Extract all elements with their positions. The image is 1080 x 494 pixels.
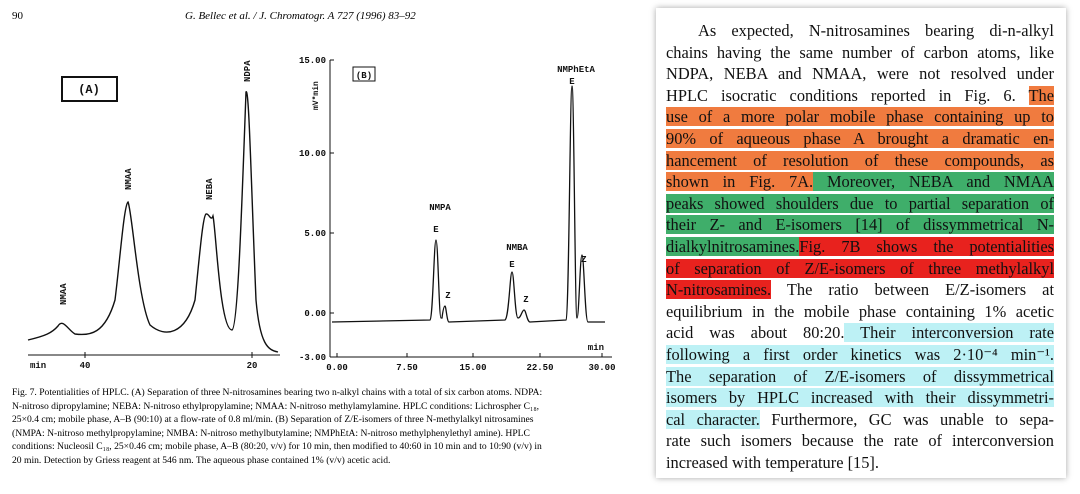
y-tick-label: 10.00 <box>299 149 326 159</box>
text-line: dialkylnitrosamines.Fig. 7B shows the po… <box>666 236 1054 258</box>
highlighted-text: Fig. 7B shows the potentialities <box>799 236 1054 256</box>
highlighted-text: use of a more polar mobile phase contain… <box>666 107 1054 127</box>
y-unit: mV*min <box>312 81 321 110</box>
isomer-label: Z <box>445 291 450 301</box>
peak-label: NDPA <box>243 60 253 82</box>
figure: (A) min 40 20 NMAA NMAA NEBA NDPA (B) mV… <box>27 56 616 373</box>
chromatogram-a <box>27 91 279 353</box>
text-line: acid was about 80:20. Their interconvers… <box>666 322 1054 344</box>
text-line: The separation of Z/E-isomers of dissymm… <box>666 366 1054 388</box>
text-line: rate such isomers because the rate of in… <box>666 430 1054 452</box>
axis-unit: min <box>30 361 46 371</box>
highlighted-text: The <box>1028 85 1054 105</box>
isomer-label: E <box>569 77 575 87</box>
x-tick-label: 0.00 <box>326 363 348 373</box>
x-tick-label: 22.50 <box>526 363 553 373</box>
text-segment: acid was about 80:20. <box>666 323 845 343</box>
text-line: 90% of aqueous phase A brought a dramati… <box>666 128 1054 150</box>
text-line: increased with temperature [15]. <box>666 452 1054 474</box>
isomer-label: E <box>433 225 439 235</box>
x-tick-label: 15.00 <box>459 363 486 373</box>
y-tick-label: 5.00 <box>304 229 326 239</box>
tick-label: 20 <box>247 361 258 371</box>
text-line: isomers by HPLC increased with their dis… <box>666 387 1054 409</box>
text-line: chains having the same number of carbon … <box>666 42 1054 64</box>
paper-page: 90 G. Bellec et al. / J. Chromatogr. A 7… <box>12 10 640 468</box>
highlighted-text: The separation of Z/E-isomers of dissymm… <box>666 366 1054 386</box>
highlighted-text: dialkylnitrosamines. <box>666 236 800 256</box>
highlighted-text: isomers by HPLC increased with their dis… <box>666 388 1054 408</box>
figure-label: (B) <box>356 71 372 81</box>
caption-line: N-nitroso dipropylamine; NEBA: N-nitroso… <box>12 400 540 412</box>
text-line: N-nitrosamines. The ratio between E/Z-is… <box>666 279 1054 301</box>
axis-unit: min <box>588 343 604 353</box>
x-tick-label: 7.50 <box>396 363 418 373</box>
isomer-label: E <box>509 260 515 270</box>
y-tick-label: 0.00 <box>304 309 326 319</box>
isomer-label: Z <box>581 255 586 265</box>
text-line: HPLC isocratic conditions reported in Fi… <box>666 85 1054 107</box>
peak-label: NMPhEtA <box>557 65 595 75</box>
highlighted-text: of separation of Z/E-isomers of three me… <box>666 258 1054 278</box>
citation: G. Bellec et al. / J. Chromatogr. A 727 … <box>185 10 416 22</box>
highlighted-text: Moreover, NEBA and NMAA <box>813 172 1054 192</box>
y-tick-label: 15.00 <box>299 56 326 66</box>
peak-label: NEBA <box>205 178 215 200</box>
highlighted-text: N-nitrosamines. <box>666 280 772 300</box>
highlighted-text: 90% of aqueous phase A brought a dramati… <box>666 128 1054 148</box>
caption-line: 25×0.4 cm; mobile phase, A–B (90:10) at … <box>12 414 534 426</box>
text-segment: equilibrium in the mobile phase containi… <box>666 301 1054 321</box>
page-number: 90 <box>12 10 23 22</box>
text-segment: As expected, N-nitrosamines bearing di-n… <box>698 21 1054 40</box>
chromatogram-b <box>331 85 605 323</box>
text-line: hancement of resolution of these compoun… <box>666 150 1054 172</box>
text-line: equilibrium in the mobile phase containi… <box>666 301 1054 323</box>
text-line: use of a more polar mobile phase contain… <box>666 106 1054 128</box>
highlighted-text: following a first order kinetics was 2·1… <box>666 344 1054 364</box>
text-line: NDPA, NEBA and NMAA, were not resolved u… <box>666 63 1054 85</box>
y-tick-label: -3.00 <box>299 353 326 363</box>
text-line: of separation of Z/E-isomers of three me… <box>666 258 1054 280</box>
text-segment: rate such isomers because the rate of in… <box>666 431 1054 451</box>
isomer-label: Z <box>523 295 528 305</box>
text-panel: As expected, N-nitrosamines bearing di-n… <box>656 8 1066 478</box>
text-segment: NDPA, NEBA and NMAA, were not resolved u… <box>666 64 1054 84</box>
peak-label: NMAA <box>124 168 134 190</box>
caption-line: (NMPA: N-nitroso methylpropylamine; NMBA… <box>12 427 530 439</box>
body-text: As expected, N-nitrosamines bearing di-n… <box>666 20 1054 473</box>
x-tick-label: 30.00 <box>588 363 615 373</box>
text-segment: HPLC isocratic conditions reported in Fi… <box>666 85 1029 105</box>
caption-line: Fig. 7. Potentialities of HPLC. (A) Sepa… <box>12 387 543 398</box>
caption-line: conditions: Nucleosil C₁₈, 25×0.46 cm; m… <box>12 441 542 453</box>
tick-label: 40 <box>80 361 91 371</box>
figure-label: (A) <box>78 83 100 97</box>
highlighted-text: hancement of resolution of these compoun… <box>666 150 1054 170</box>
caption: Fig. 7. Potentialities of HPLC. (A) Sepa… <box>12 386 640 468</box>
peak-label: NMAA <box>59 283 69 305</box>
highlighted-text: cal character. <box>666 409 760 429</box>
text-segment: chains having the same number of carbon … <box>666 42 1054 62</box>
text-segment: increased with temperature [15]. <box>666 452 879 472</box>
text-line: following a first order kinetics was 2·1… <box>666 344 1054 366</box>
text-segment: The ratio between E/Z-isomers at <box>771 280 1054 300</box>
peak-label: NMBA <box>506 243 528 253</box>
highlighted-text: peaks showed shoulders due to partial se… <box>666 193 1054 213</box>
label-box <box>61 76 118 102</box>
caption-line: 20 min. Detection by Griess reagent at 5… <box>12 454 391 466</box>
highlighted-text: their Z- and E-isomers [14] of dissymmet… <box>666 215 1054 235</box>
text-line: As expected, N-nitrosamines bearing di-n… <box>666 20 1054 42</box>
text-segment: Furthermore, GC was unable to sepa- <box>759 409 1054 429</box>
text-line: shown in Fig. 7A. Moreover, NEBA and NMA… <box>666 171 1054 193</box>
label-box <box>352 66 376 82</box>
peak-label: NMPA <box>429 203 451 213</box>
highlighted-text: shown in Fig. 7A. <box>666 172 814 192</box>
text-line: peaks showed shoulders due to partial se… <box>666 193 1054 215</box>
text-line: their Z- and E-isomers [14] of dissymmet… <box>666 214 1054 236</box>
text-line: cal character. Furthermore, GC was unabl… <box>666 409 1054 431</box>
highlighted-text: Their interconversion rate <box>844 323 1054 343</box>
